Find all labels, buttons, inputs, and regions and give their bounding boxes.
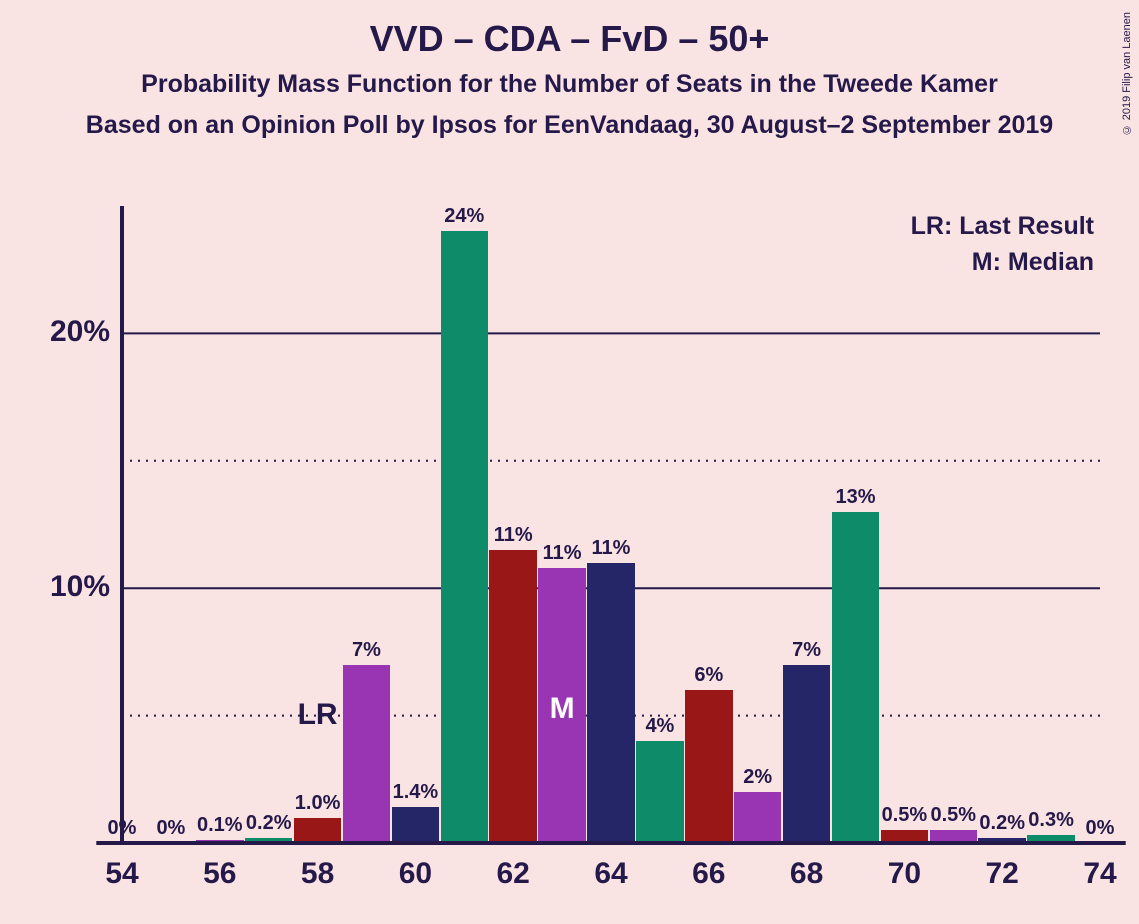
bar-value-label: 0.5%	[882, 804, 928, 827]
last-result-annotation: LR	[298, 698, 338, 732]
bar	[489, 550, 536, 843]
bar-value-label: 0.1%	[197, 814, 243, 837]
bar-value-label: 1.0%	[295, 792, 341, 815]
bar	[392, 807, 439, 843]
bar-value-label: 11%	[494, 524, 533, 547]
chart-subtitle-2: Based on an Opinion Poll by Ipsos for Ee…	[0, 111, 1139, 140]
legend-lr: LR: Last Result	[911, 212, 1094, 241]
x-tick-label: 62	[497, 857, 530, 891]
bar	[978, 838, 1025, 843]
y-tick-label: 10%	[50, 570, 110, 604]
chart-subtitle-1: Probability Mass Function for the Number…	[0, 70, 1139, 99]
bar-value-label: 7%	[352, 639, 381, 662]
bar	[587, 563, 634, 843]
bar-value-label: 0.5%	[931, 804, 977, 827]
bar-value-label: 7%	[792, 639, 821, 662]
bar-value-label: 0%	[156, 817, 185, 840]
bar-value-label: 11%	[592, 537, 631, 560]
bar	[196, 840, 243, 843]
bar-value-label: 1.4%	[393, 781, 439, 804]
bar	[832, 512, 879, 843]
x-tick-label: 66	[692, 857, 725, 891]
x-tick-label: 56	[203, 857, 236, 891]
x-tick-label: 64	[594, 857, 627, 891]
bar	[685, 690, 732, 843]
x-tick-label: 68	[790, 857, 823, 891]
bar-value-label: 4%	[645, 715, 674, 738]
bar-value-label: 6%	[694, 664, 723, 687]
x-tick-label: 60	[399, 857, 432, 891]
bar-value-label: 0%	[1086, 817, 1115, 840]
legend-m: M: Median	[972, 248, 1094, 277]
bar-value-label: 0.3%	[1028, 809, 1074, 832]
x-tick-label: 70	[888, 857, 921, 891]
bar-value-label: 0.2%	[979, 812, 1025, 835]
bar	[881, 830, 928, 843]
x-tick-label: 74	[1083, 857, 1116, 891]
x-tick-label: 58	[301, 857, 334, 891]
credit-text: © 2019 Filip van Laenen	[1121, 12, 1133, 135]
bar	[441, 231, 488, 843]
bar	[734, 792, 781, 843]
bar	[294, 818, 341, 843]
bar	[245, 838, 292, 843]
bar	[343, 665, 390, 843]
bar	[783, 665, 830, 843]
y-tick-label: 20%	[50, 315, 110, 349]
bar-value-label: 24%	[444, 205, 484, 228]
bar	[636, 741, 683, 843]
median-marker: M	[538, 692, 585, 726]
bar-value-label: 11%	[543, 542, 582, 565]
bar-value-label: 0%	[108, 817, 137, 840]
bar-value-label: 2%	[743, 766, 772, 789]
chart-title: VVD – CDA – FvD – 50+	[0, 18, 1139, 60]
bar	[930, 830, 977, 843]
bar-value-label: 0.2%	[246, 812, 292, 835]
bar-value-label: 13%	[835, 486, 875, 509]
x-tick-label: 72	[986, 857, 1019, 891]
bar	[1027, 835, 1074, 843]
x-tick-label: 54	[105, 857, 138, 891]
